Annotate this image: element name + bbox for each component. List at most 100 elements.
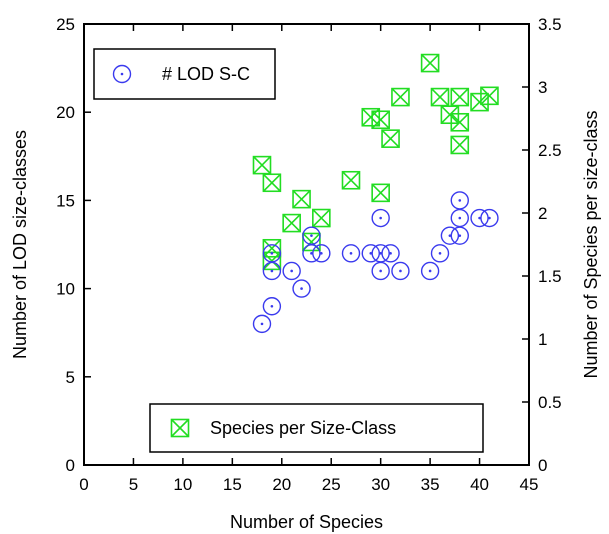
y-tick-label: 5: [66, 368, 75, 387]
point-dot: [260, 322, 264, 326]
legend-box: [93, 48, 276, 100]
data-point-circle: [292, 279, 311, 298]
data-point-x-box: [470, 92, 489, 112]
x-tick-label: 25: [322, 475, 341, 494]
y2-tick-label: 1: [538, 330, 547, 349]
data-point-circle: [450, 191, 469, 210]
point-dot: [270, 304, 274, 308]
point-box: [440, 105, 460, 125]
point-box: [262, 238, 282, 258]
data-point-circle: [262, 244, 282, 263]
point-box: [450, 112, 470, 132]
point-cross-b: [381, 129, 400, 148]
data-point-circle: [440, 226, 460, 245]
point-box: [262, 173, 282, 193]
ticks-layer: 0 5 10 15 20 25 30 35 40 45051015202500.511.522.5…: [56, 15, 562, 494]
point-cross-b: [421, 53, 440, 73]
legend-label: Species per Size-Class: [210, 418, 396, 438]
data-point-x-box: [430, 87, 450, 107]
point-ring: [420, 261, 440, 281]
data-point-circle: [112, 64, 132, 84]
legend-lod-size-classes: # LOD S-C: [93, 48, 276, 100]
point-ring: [480, 208, 499, 228]
point-dot: [290, 269, 293, 273]
point-cross-b: [262, 173, 281, 192]
point-ring: [312, 244, 331, 263]
point-box: [302, 232, 321, 252]
x-tick-label: 35: [421, 475, 440, 494]
point-ring: [371, 208, 390, 228]
y2-tick-label: 3: [538, 78, 547, 97]
point-dot: [458, 234, 462, 237]
y2-tick-label: 3.5: [538, 15, 562, 34]
point-cross-b: [430, 88, 450, 107]
data-point-circle: [480, 208, 499, 228]
point-cross-b: [252, 156, 272, 175]
data-point-circle: [371, 261, 390, 281]
point-ring: [302, 244, 321, 263]
data-point-x-box: [262, 251, 282, 271]
point-dot: [458, 216, 462, 220]
data-point-x-box: [450, 135, 470, 155]
data-point-circle: [381, 244, 400, 263]
y-tick-label: 25: [56, 15, 75, 34]
data-point-x-box: [262, 173, 282, 193]
point-box: [391, 87, 410, 107]
data-point-circle: [262, 261, 282, 281]
data-point-circle: [312, 244, 331, 263]
point-cross-b: [282, 214, 301, 233]
point-cross-b: [440, 105, 459, 124]
x-tick-label: 45: [520, 475, 539, 494]
point-box: [312, 208, 331, 228]
point-dot: [389, 252, 392, 255]
point-cross-b: [262, 251, 281, 270]
point-cross-b: [391, 88, 410, 107]
point-box: [170, 418, 190, 438]
data-point-circle: [450, 208, 469, 228]
data-point-x-box: [282, 213, 301, 233]
data-point-circle: [302, 244, 321, 263]
point-ring: [391, 261, 410, 281]
point-box: [430, 87, 450, 107]
point-cross-b: [341, 171, 361, 190]
data-point-circle: [470, 208, 489, 228]
y2-tick-label: 0: [538, 456, 547, 475]
x-tick-label: 10: [173, 475, 192, 494]
point-box: [420, 53, 440, 73]
point-ring: [341, 244, 361, 263]
data-point-x-box: [371, 183, 390, 203]
point-cross-b: [371, 110, 390, 129]
point-cross-b: [170, 418, 190, 438]
data-point-circle: [420, 261, 440, 281]
data-point-x-box: [170, 418, 190, 438]
point-box: [450, 87, 470, 107]
point-box: [450, 135, 470, 155]
data-point-x-box: [420, 53, 440, 73]
y2-tick-label: 1.5: [538, 267, 562, 286]
point-cross-b: [480, 86, 499, 105]
x-tick-label: 40: [470, 475, 489, 494]
point-dot: [379, 216, 382, 220]
data-point-circle: [450, 226, 469, 245]
y2-tick-label: 2: [538, 204, 547, 223]
x-tick-label: 5: [129, 475, 138, 494]
data-point-x-box: [371, 110, 390, 130]
point-cross-b: [371, 183, 390, 202]
legend-species-per-size-class: Species per Size-Class: [149, 403, 484, 453]
plot-frame: [83, 23, 530, 466]
legend-box: [149, 403, 484, 453]
data-point-x-box: [480, 86, 499, 106]
point-cross-b: [312, 208, 331, 228]
point-box: [480, 86, 499, 106]
point-ring: [361, 244, 380, 263]
point-dot: [448, 234, 452, 237]
data-point-circle: [371, 208, 390, 228]
point-dot: [369, 252, 373, 255]
data-point-x-box: [252, 155, 272, 175]
data-point-circle: [391, 261, 410, 281]
marks-layer: [252, 53, 499, 334]
data-point-x-box: [391, 87, 410, 107]
point-ring: [371, 261, 390, 281]
point-box: [381, 129, 400, 148]
